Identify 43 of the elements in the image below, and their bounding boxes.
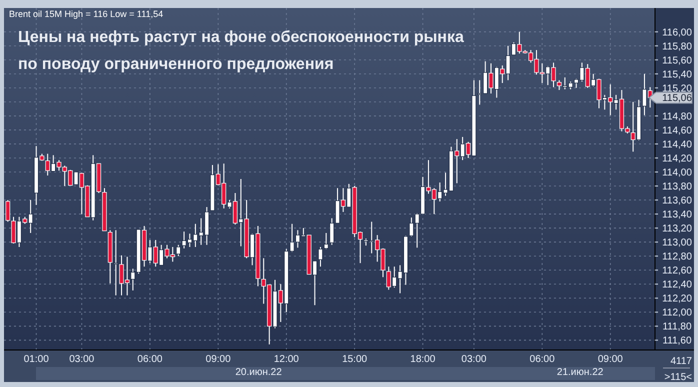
text: 21.июн.22	[556, 367, 604, 378]
y-tick-label: 114,40	[662, 139, 692, 150]
x-tick-label: 06:00	[137, 354, 163, 365]
y-tick-label: 114,00	[662, 167, 692, 178]
text: 20.июн.22	[235, 367, 282, 378]
x-tick-label: 18:00	[410, 354, 436, 365]
candlestick	[6, 200, 10, 222]
y-tick-label: 115,20	[662, 83, 692, 94]
x-tick-label: 12:00	[274, 354, 300, 365]
x-tick-label: 03:00	[69, 354, 95, 365]
y-tick-label: 114,60	[662, 125, 692, 136]
y-tick-label: 111,60	[662, 336, 692, 347]
candlestick	[318, 246, 323, 268]
y-tick-label: 112,00	[662, 308, 692, 319]
y-tick-label: 114,80	[662, 111, 692, 122]
y-tick-label: 113,00	[662, 238, 692, 249]
x-tick-label: 01:00	[24, 354, 50, 365]
y-tick-label: 114,20	[662, 153, 692, 164]
y-tick-label: 112,20	[662, 294, 692, 305]
y-tick-label: 113,40	[662, 210, 692, 221]
y-tick-label: 113,80	[662, 182, 692, 193]
text: Цены на нефть растут на фоне обеспокоенности рынка по поводу ограниченного предложения	[18, 29, 464, 73]
y-tick-label: 112,80	[662, 252, 692, 263]
chart-subtitle: Brent oil 15M High = 116 Low = 111,54	[9, 9, 164, 19]
x-tick-label: 15:00	[342, 354, 368, 365]
text: >115<	[664, 372, 692, 383]
x-tick-label: 06:00	[530, 354, 556, 365]
y-tick-label: 115,60	[662, 55, 692, 66]
candlestick	[176, 244, 181, 257]
y-tick-label: 113,20	[662, 224, 692, 235]
x-tick-label: 03:00	[461, 354, 487, 365]
y-tick-label: 111,80	[662, 322, 692, 333]
x-tick-label: 09:00	[206, 354, 232, 365]
text: 115,06	[662, 93, 692, 104]
y-tick-label: 112,40	[662, 280, 692, 291]
y-tick-label: 113,60	[662, 196, 692, 207]
text: 4117	[670, 356, 692, 367]
y-tick-label: 115,80	[662, 41, 692, 52]
y-tick-label: 112,60	[662, 266, 692, 277]
candlestick	[324, 232, 328, 250]
y-tick-label: 116,00	[662, 27, 692, 38]
x-tick-label: 09:00	[598, 354, 624, 365]
y-tick-label: 115,40	[662, 69, 692, 80]
